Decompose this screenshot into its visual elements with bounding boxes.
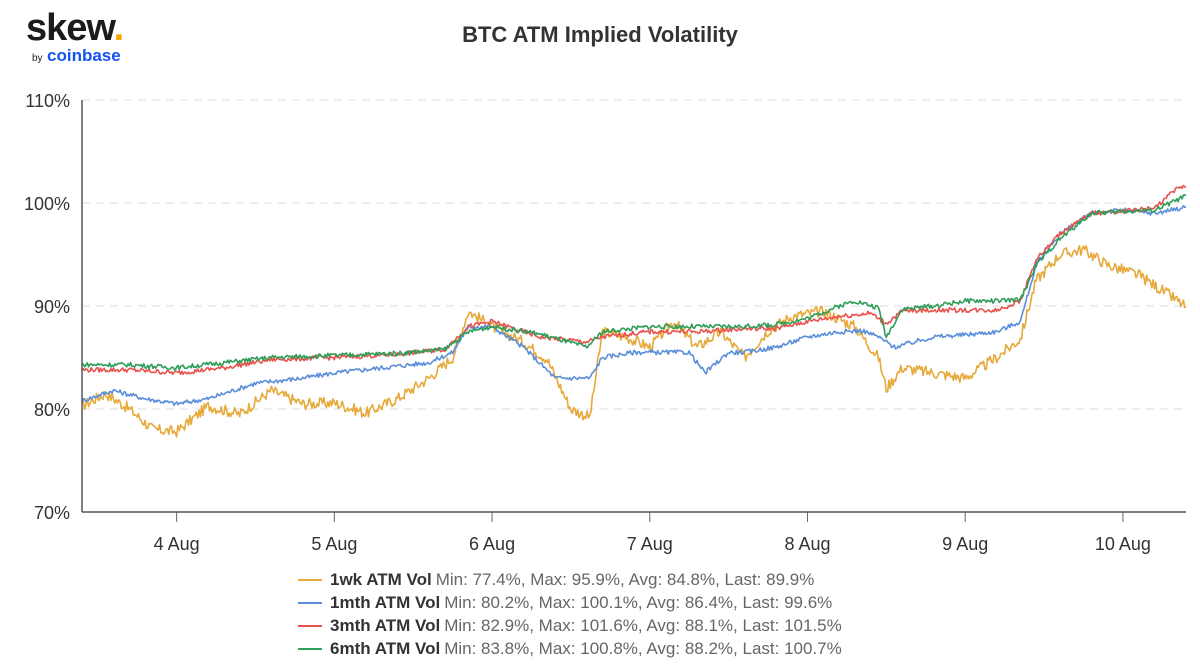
legend-item[interactable]: 6mth ATM Vol Min: 83.8%, Max: 100.8%, Avg…	[298, 637, 842, 660]
line-chart: 70% 80% 90% 100% 110% 4 Aug 5 Aug 6 Aug 7 Aug 8 …	[24, 91, 1187, 554]
x-tick-label: 4 Aug	[154, 534, 200, 554]
y-tick-label: 70%	[34, 503, 70, 523]
chart-legend: 1wk ATM Vol Min: 77.4%, Max: 95.9%, Avg: …	[298, 568, 842, 660]
x-tick-label: 10 Aug	[1095, 534, 1151, 554]
logo-dot: .	[113, 7, 125, 49]
series-line-0	[81, 244, 1187, 438]
logo-by: by	[32, 53, 43, 64]
legend-swatch	[298, 624, 322, 627]
x-tick-label: 9 Aug	[942, 534, 988, 554]
y-tick-label: 110%	[25, 91, 70, 111]
legend-series-stats: Min: 83.8%, Max: 100.8%, Avg: 88.2%, Las…	[444, 639, 842, 658]
x-tick-label: 5 Aug	[311, 534, 357, 554]
series-line-1	[81, 204, 1187, 407]
x-tick-label: 8 Aug	[784, 534, 830, 554]
legend-swatch	[298, 578, 322, 581]
logo-company: coinbase	[47, 46, 121, 65]
series-line-2	[81, 184, 1187, 376]
legend-series-name: 3mth ATM Vol	[330, 616, 441, 635]
legend-item[interactable]: 1wk ATM Vol Min: 77.4%, Max: 95.9%, Avg: …	[298, 568, 842, 591]
y-tick-label: 80%	[34, 400, 70, 420]
legend-series-stats: Min: 82.9%, Max: 101.6%, Avg: 88.1%, Las…	[444, 616, 842, 635]
skew-logo: skew. by coinbase	[26, 7, 125, 66]
series-lines	[81, 184, 1187, 438]
legend-item[interactable]: 3mth ATM Vol Min: 82.9%, Max: 101.6%, Avg…	[298, 614, 842, 637]
legend-swatch	[298, 647, 322, 650]
chart-title: BTC ATM Implied Volatility	[462, 22, 738, 47]
legend-item[interactable]: 1mth ATM Vol Min: 80.2%, Max: 100.1%, Avg…	[298, 591, 842, 614]
logo-wordmark: skew.	[26, 7, 125, 49]
logo-brand: skew	[26, 7, 115, 49]
legend-series-stats: Min: 80.2%, Max: 100.1%, Avg: 86.4%, Las…	[444, 593, 833, 612]
x-tick-label: 7 Aug	[627, 534, 673, 554]
grid-lines	[82, 99, 1186, 410]
legend-series-name: 1mth ATM Vol	[330, 593, 441, 612]
series-line-3	[81, 194, 1187, 371]
y-tick-label: 90%	[34, 297, 70, 317]
legend-series-stats: Min: 77.4%, Max: 95.9%, Avg: 84.8%, Last…	[435, 570, 815, 589]
y-axis-tick-labels: 70% 80% 90% 100% 110%	[24, 91, 70, 523]
x-tick-label: 6 Aug	[469, 534, 515, 554]
legend-swatch	[298, 601, 322, 604]
y-tick-label: 100%	[24, 194, 70, 214]
x-axis-ticks: 4 Aug 5 Aug 6 Aug 7 Aug 8 Aug 9 Aug 10 Aug	[154, 512, 1151, 554]
legend-series-name: 6mth ATM Vol	[330, 639, 441, 658]
logo-subline: by coinbase	[26, 46, 123, 66]
legend-series-name: 1wk ATM Vol	[330, 570, 432, 589]
